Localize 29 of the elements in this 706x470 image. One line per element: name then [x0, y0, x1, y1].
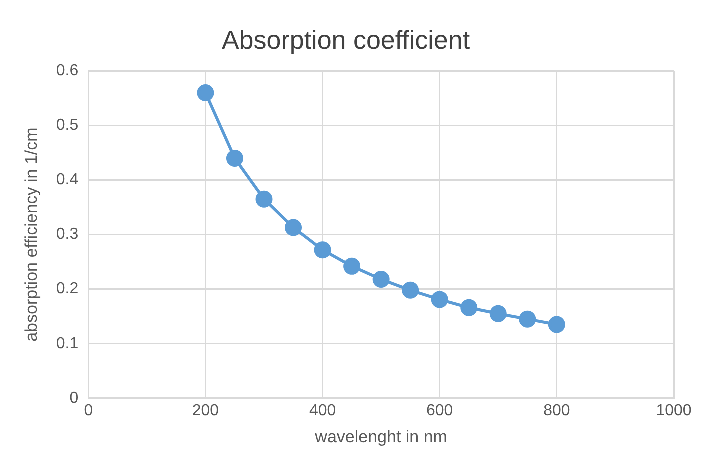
y-tick-label: 0.5 — [56, 117, 79, 134]
point — [490, 305, 507, 322]
x-tick-label: 400 — [309, 402, 336, 420]
y-tick-label: 0.1 — [56, 335, 79, 352]
x-tick-label: 600 — [426, 402, 454, 420]
point — [256, 190, 273, 208]
x-axis-title: wavelenght in nm — [314, 427, 448, 446]
point — [372, 271, 390, 288]
y-tick-label: 0 — [70, 390, 79, 407]
y-tick-label: 0.4 — [56, 172, 79, 189]
point — [197, 84, 214, 102]
x-tick-label: 200 — [192, 402, 220, 420]
point — [548, 316, 566, 334]
point — [460, 299, 478, 316]
chart-title: Absorption coefficient — [222, 24, 471, 55]
y-axis-title: absorption efficiency in 1/cm — [22, 128, 41, 342]
y-tick-label: 0.6 — [56, 62, 79, 80]
point — [285, 219, 302, 236]
point — [226, 150, 244, 167]
point — [344, 258, 361, 275]
y-tick-label: 0.3 — [56, 226, 79, 244]
point — [402, 282, 420, 299]
point — [431, 291, 448, 308]
x-tick-label: 0 — [84, 402, 94, 420]
x-tick-label: 1000 — [656, 402, 692, 420]
y-tick-label: 0.2 — [56, 280, 79, 298]
point — [314, 242, 332, 259]
point — [519, 310, 536, 328]
x-tick-label: 800 — [544, 402, 570, 420]
